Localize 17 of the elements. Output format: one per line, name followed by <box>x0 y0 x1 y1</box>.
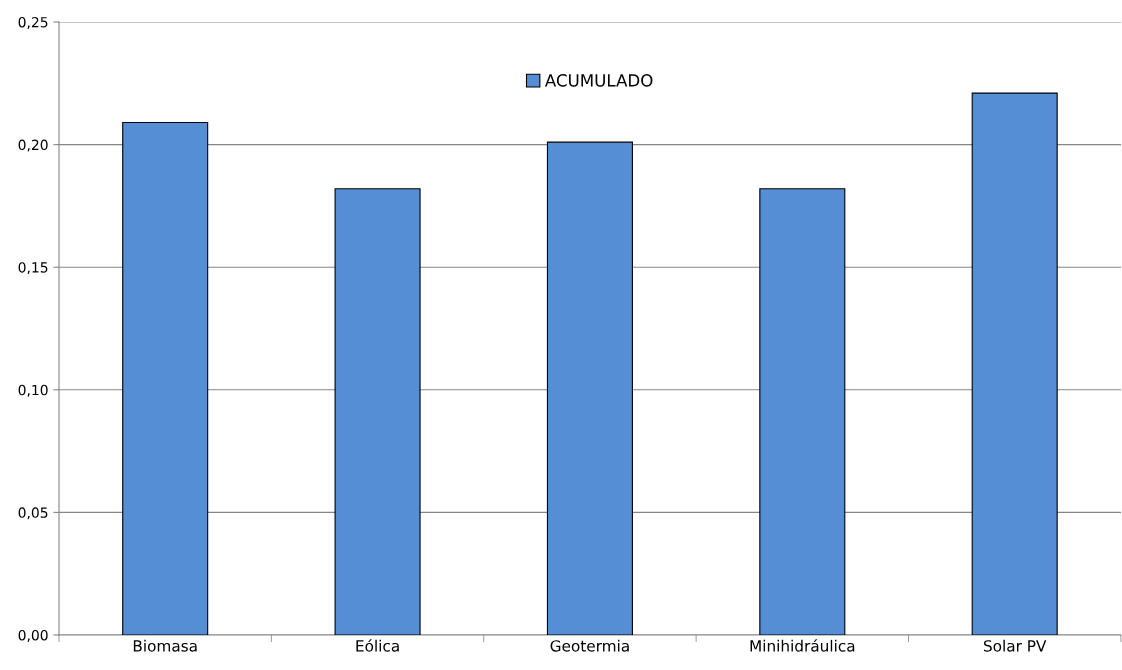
bar <box>122 121 209 635</box>
bar <box>759 188 846 635</box>
y-tick-label: 0,05 <box>18 507 48 520</box>
y-tick-label: 0,25 <box>18 16 48 29</box>
bar <box>971 92 1058 635</box>
bar <box>334 188 421 635</box>
x-tick-label: Biomasa <box>133 639 197 652</box>
x-tick-label: Geotermia <box>550 639 629 652</box>
y-tick-label: 0,15 <box>18 262 48 275</box>
x-tick-label: Minihidráulica <box>750 639 855 652</box>
legend-label: ACUMULADO <box>544 74 653 87</box>
x-tick-label: Eólica <box>356 639 399 652</box>
y-tick-label: 0,20 <box>18 139 48 152</box>
x-tick-label: Solar PV <box>983 639 1047 652</box>
bar <box>546 141 633 635</box>
y-tick-label: 0,10 <box>18 384 48 397</box>
y-tick-label: 0,00 <box>18 629 48 642</box>
